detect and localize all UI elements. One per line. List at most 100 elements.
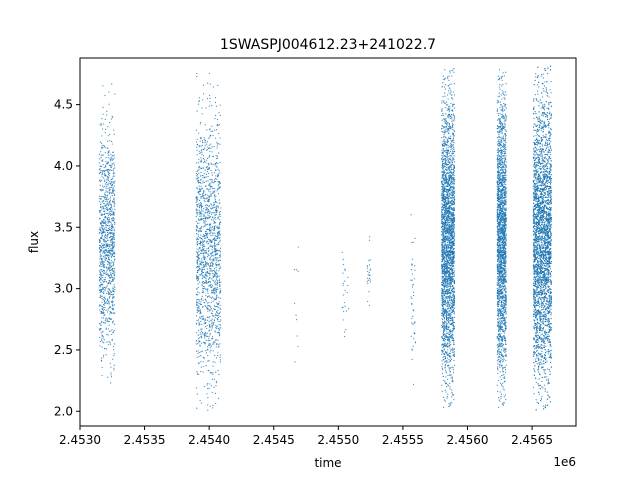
data-point — [449, 126, 451, 128]
data-point — [110, 291, 112, 293]
data-point — [98, 162, 101, 164]
data-point — [200, 211, 202, 213]
data-point — [111, 321, 114, 323]
data-point — [444, 261, 446, 263]
data-point — [112, 158, 114, 160]
data-point — [214, 361, 216, 363]
data-point — [113, 172, 116, 174]
data-point — [201, 258, 203, 260]
data-point — [201, 337, 203, 339]
data-point — [102, 335, 104, 338]
data-point — [99, 336, 101, 339]
data-point — [205, 237, 207, 239]
data-point — [449, 157, 451, 159]
data-point — [441, 293, 443, 295]
data-point — [113, 275, 116, 277]
data-point — [103, 232, 105, 234]
data-point — [217, 309, 219, 311]
data-point — [211, 259, 214, 261]
data-point — [210, 130, 212, 132]
data-point — [207, 82, 209, 84]
data-point — [214, 177, 217, 180]
data-point — [449, 144, 452, 146]
data-point — [198, 300, 200, 302]
data-point — [103, 291, 105, 293]
data-point — [207, 243, 209, 245]
data-point — [99, 328, 101, 330]
data-point — [446, 193, 448, 195]
data-point — [452, 367, 454, 369]
data-point — [200, 145, 202, 147]
data-point — [211, 246, 213, 248]
data-point — [112, 242, 114, 244]
data-point — [204, 266, 206, 268]
data-point — [216, 279, 218, 281]
data-point — [217, 339, 219, 342]
data-point — [212, 343, 214, 345]
data-point — [108, 212, 110, 214]
data-point — [342, 284, 344, 286]
data-point — [104, 205, 106, 207]
data-point — [447, 264, 449, 266]
data-point — [112, 280, 115, 282]
data-point — [104, 195, 106, 197]
data-point — [205, 161, 207, 163]
data-point — [217, 316, 220, 319]
data-point — [453, 294, 456, 296]
data-point — [217, 226, 219, 228]
data-point — [198, 307, 200, 309]
data-point — [200, 171, 202, 174]
data-point — [447, 184, 449, 186]
data-point — [453, 240, 455, 242]
data-point — [199, 212, 201, 215]
data-point — [219, 137, 221, 139]
data-point — [196, 270, 199, 272]
data-point — [446, 343, 448, 346]
data-point — [450, 248, 452, 250]
data-point — [108, 221, 110, 223]
data-point — [450, 109, 453, 111]
data-point — [110, 235, 112, 237]
data-point — [196, 244, 199, 246]
data-point — [108, 225, 110, 227]
data-point — [195, 204, 198, 206]
data-point — [197, 218, 200, 220]
data-point — [102, 171, 104, 173]
data-point — [196, 393, 198, 395]
data-point — [218, 345, 220, 347]
data-point — [111, 178, 113, 180]
data-point — [448, 213, 450, 216]
data-point — [452, 143, 454, 146]
data-point — [448, 130, 450, 132]
data-point — [446, 76, 449, 78]
data-point — [442, 165, 444, 167]
data-point — [205, 262, 207, 264]
data-point — [211, 130, 214, 132]
data-point — [110, 250, 112, 252]
data-point — [453, 298, 456, 300]
data-point — [444, 212, 446, 214]
data-point — [111, 255, 113, 257]
data-point — [200, 161, 203, 163]
data-point — [205, 342, 207, 344]
data-point — [110, 265, 112, 267]
data-point — [412, 383, 415, 385]
data-point — [107, 292, 110, 294]
data-point — [203, 318, 205, 320]
data-point — [102, 255, 105, 257]
data-point — [206, 384, 208, 386]
data-point — [197, 258, 200, 260]
data-point — [102, 252, 104, 254]
data-point — [205, 223, 207, 225]
data-point — [104, 233, 107, 236]
data-point — [107, 290, 109, 292]
data-point — [197, 337, 200, 340]
data-point — [104, 131, 106, 134]
data-point — [201, 274, 203, 276]
data-point — [210, 270, 212, 272]
data-point — [102, 317, 105, 319]
data-point — [99, 227, 101, 229]
data-point — [215, 249, 217, 251]
data-point — [102, 128, 104, 130]
data-point — [218, 275, 220, 277]
